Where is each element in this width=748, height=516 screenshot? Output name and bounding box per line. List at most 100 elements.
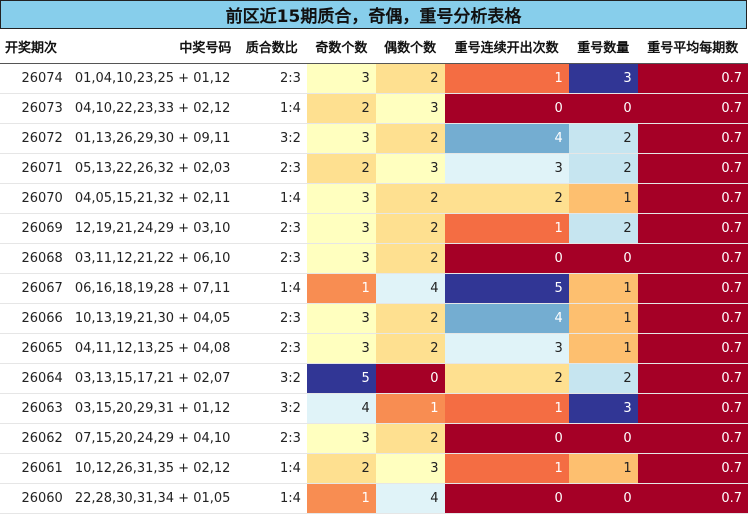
repeat-streak-cell: 0 — [444, 93, 569, 123]
table-row: 26070 04,05,15,21,32 + 02,11 1:4 3 2 2 1 0.7 — [0, 183, 748, 213]
issue-cell: 26071 — [21, 160, 63, 176]
prime-ratio-cell: 2:3 — [280, 250, 301, 266]
analysis-table: 开奖期次 中奖号码 质合数比 奇数个数 偶数个数 重号连续开出次数 重号数量 重… — [0, 30, 748, 514]
header-numbers: 中奖号码 — [179, 40, 232, 56]
table-row: 26074 01,04,10,23,25 + 01,12 2:3 3 2 1 3 0.7 — [0, 63, 748, 93]
prime-ratio-cell: 3:2 — [280, 130, 301, 146]
even-count-cell: 2 — [375, 123, 445, 153]
odd-count-cell: 5 — [306, 363, 376, 393]
table-row: 26068 03,11,12,21,22 + 06,10 2:3 3 2 0 0 0.7 — [0, 243, 748, 273]
repeat-streak-cell: 2 — [444, 363, 569, 393]
repeat-count-cell: 1 — [568, 453, 638, 483]
even-count-cell: 4 — [375, 483, 445, 513]
table-row: 26067 06,16,18,19,28 + 07,11 1:4 1 4 5 1 0.7 — [0, 273, 748, 303]
repeat-count-cell: 2 — [568, 363, 638, 393]
table-row: 26066 10,13,19,21,30 + 04,05 2:3 3 2 4 1 0.7 — [0, 303, 748, 333]
issue-cell: 26061 — [21, 460, 63, 476]
repeat-count-cell: 2 — [568, 213, 638, 243]
prime-ratio-cell: 3:2 — [280, 370, 301, 386]
odd-count-cell: 3 — [306, 303, 376, 333]
issue-cell: 26068 — [21, 250, 63, 266]
odd-count-cell: 3 — [306, 63, 376, 93]
repeat-streak-cell: 4 — [444, 303, 569, 333]
repeat-count-cell: 0 — [568, 93, 638, 123]
odd-count-cell: 3 — [306, 333, 376, 363]
odd-count-cell: 2 — [306, 93, 376, 123]
header-issue: 开奖期次 — [5, 40, 58, 56]
header-prime-ratio: 质合数比 — [245, 40, 298, 56]
repeat-count-cell: 0 — [568, 423, 638, 453]
table-row: 26065 04,11,12,13,25 + 04,08 2:3 3 2 3 1 0.7 — [0, 333, 748, 363]
numbers-cell: 10,13,19,21,30 + 04,05 — [74, 310, 231, 326]
repeat-avg-cell: 0.7 — [637, 243, 748, 273]
prime-ratio-cell: 1:4 — [280, 190, 301, 206]
repeat-streak-cell: 0 — [444, 243, 569, 273]
table-body: 26074 01,04,10,23,25 + 01,12 2:3 3 2 1 3 0.7 260… — [0, 63, 748, 513]
repeat-streak-cell: 1 — [444, 393, 569, 423]
repeat-count-cell: 2 — [568, 123, 638, 153]
prime-ratio-cell: 1:4 — [280, 460, 301, 476]
header-even-count: 偶数个数 — [384, 40, 437, 56]
numbers-cell: 04,05,15,21,32 + 02,11 — [74, 190, 231, 206]
even-count-cell: 2 — [375, 303, 445, 333]
repeat-count-cell: 3 — [568, 393, 638, 423]
repeat-count-cell: 0 — [568, 243, 638, 273]
repeat-streak-cell: 5 — [444, 273, 569, 303]
prime-ratio-cell: 1:4 — [280, 100, 301, 116]
repeat-avg-cell: 0.7 — [637, 93, 748, 123]
repeat-count-cell: 1 — [568, 273, 638, 303]
table-row: 26069 12,19,21,24,29 + 03,10 2:3 3 2 1 2 0.7 — [0, 213, 748, 243]
numbers-cell: 03,15,20,29,31 + 01,12 — [74, 400, 231, 416]
even-count-cell: 4 — [375, 273, 445, 303]
even-count-cell: 1 — [375, 393, 445, 423]
issue-cell: 26060 — [21, 490, 63, 506]
even-count-cell: 3 — [375, 153, 445, 183]
prime-ratio-cell: 2:3 — [280, 70, 301, 86]
odd-count-cell: 3 — [306, 243, 376, 273]
prime-ratio-cell: 2:3 — [280, 220, 301, 236]
odd-count-cell: 3 — [306, 423, 376, 453]
repeat-avg-cell: 0.7 — [637, 213, 748, 243]
header-row: 开奖期次 中奖号码 质合数比 奇数个数 偶数个数 重号连续开出次数 重号数量 重… — [0, 30, 748, 63]
repeat-avg-cell: 0.7 — [637, 273, 748, 303]
odd-count-cell: 1 — [306, 273, 376, 303]
repeat-avg-cell: 0.7 — [637, 483, 748, 513]
even-count-cell: 2 — [375, 63, 445, 93]
even-count-cell: 3 — [375, 453, 445, 483]
even-count-cell: 2 — [375, 183, 445, 213]
numbers-cell: 01,13,26,29,30 + 09,11 — [74, 130, 231, 146]
odd-count-cell: 3 — [306, 123, 376, 153]
issue-cell: 26064 — [21, 370, 63, 386]
numbers-cell: 05,13,22,26,32 + 02,03 — [74, 160, 231, 176]
odd-count-cell: 3 — [306, 213, 376, 243]
odd-count-cell: 2 — [306, 153, 376, 183]
table-row: 26072 01,13,26,29,30 + 09,11 3:2 3 2 4 2 0.7 — [0, 123, 748, 153]
repeat-count-cell: 0 — [568, 483, 638, 513]
issue-cell: 26072 — [21, 130, 63, 146]
numbers-cell: 03,13,15,17,21 + 02,07 — [74, 370, 231, 386]
repeat-streak-cell: 4 — [444, 123, 569, 153]
repeat-count-cell: 3 — [568, 63, 638, 93]
table-row: 26060 22,28,30,31,34 + 01,05 1:4 1 4 0 0 0.7 — [0, 483, 748, 513]
numbers-cell: 04,10,22,23,33 + 02,12 — [74, 100, 231, 116]
repeat-streak-cell: 1 — [444, 453, 569, 483]
prime-ratio-cell: 3:2 — [280, 400, 301, 416]
even-count-cell: 0 — [375, 363, 445, 393]
even-count-cell: 2 — [375, 243, 445, 273]
numbers-cell: 10,12,26,31,35 + 02,12 — [74, 460, 231, 476]
chart-title: 前区近15期质合，奇偶，重号分析表格 — [0, 0, 747, 29]
header-repeat-streak: 重号连续开出次数 — [454, 40, 559, 56]
repeat-streak-cell: 3 — [444, 333, 569, 363]
numbers-cell: 01,04,10,23,25 + 01,12 — [74, 70, 231, 86]
even-count-cell: 3 — [375, 93, 445, 123]
repeat-count-cell: 1 — [568, 183, 638, 213]
odd-count-cell: 3 — [306, 183, 376, 213]
header-repeat-avg: 重号平均每期数 — [647, 40, 739, 56]
prime-ratio-cell: 1:4 — [280, 490, 301, 506]
repeat-count-cell: 2 — [568, 153, 638, 183]
odd-count-cell: 4 — [306, 393, 376, 423]
numbers-cell: 03,11,12,21,22 + 06,10 — [74, 250, 231, 266]
issue-cell: 26062 — [21, 430, 63, 446]
repeat-count-cell: 1 — [568, 333, 638, 363]
repeat-avg-cell: 0.7 — [637, 453, 748, 483]
